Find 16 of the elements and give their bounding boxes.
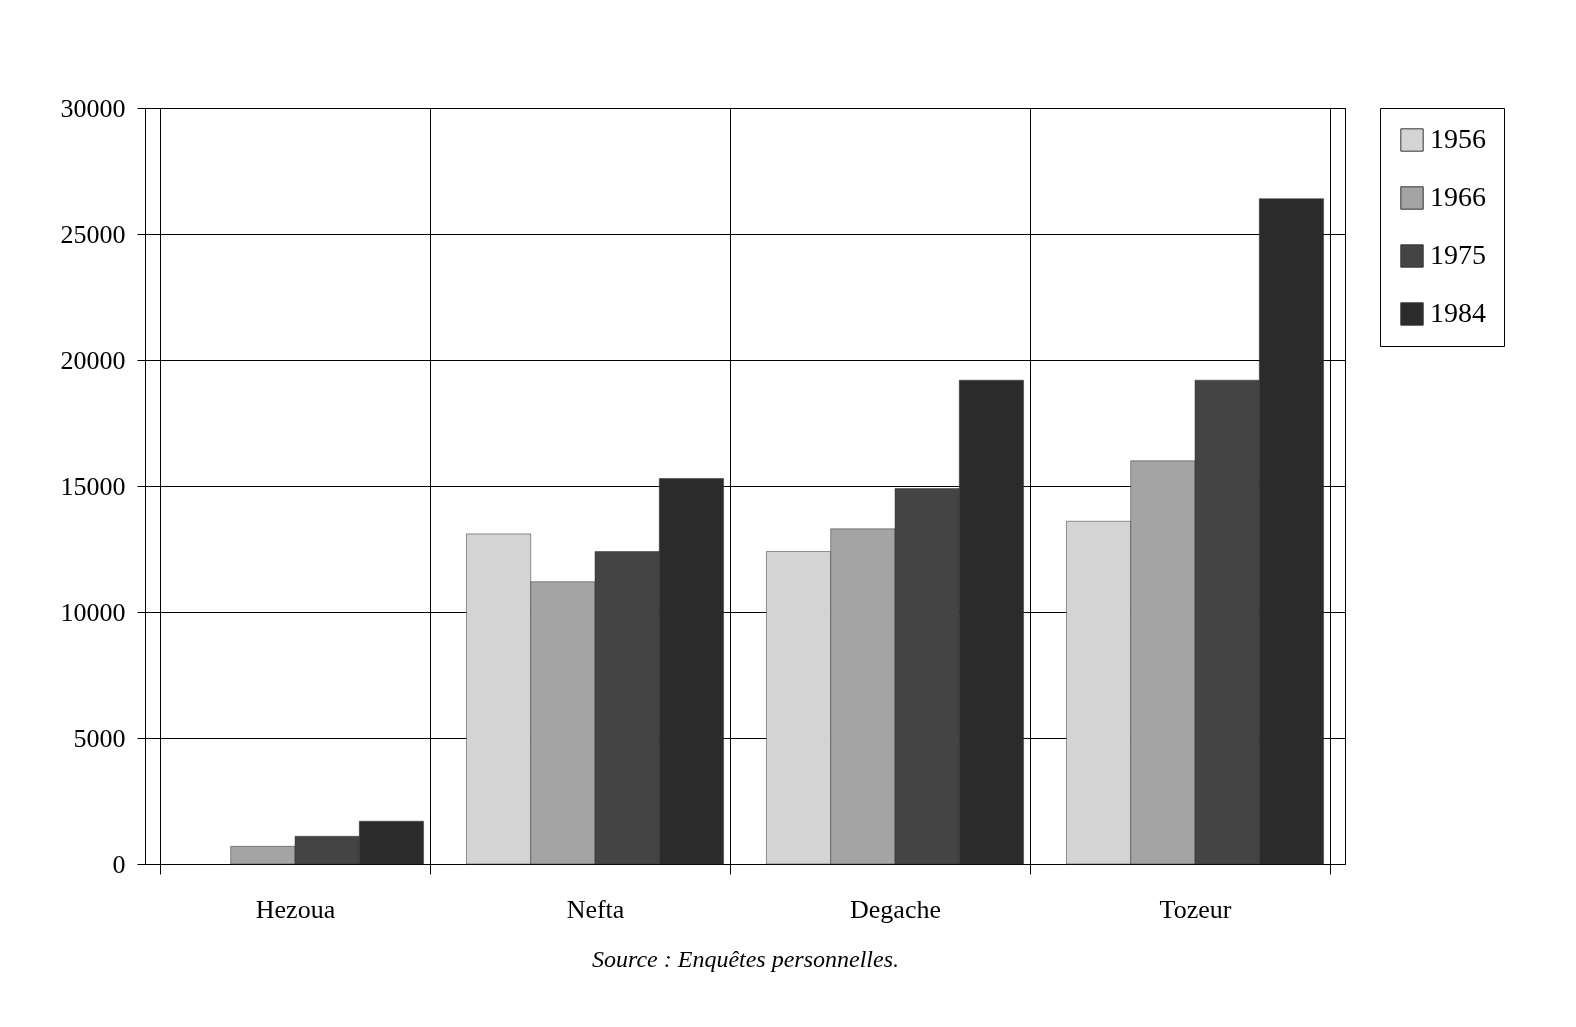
legend-label: 1956 xyxy=(1430,123,1486,154)
y-tick-label: 15000 xyxy=(60,471,126,501)
y-tick-label: 5000 xyxy=(73,723,126,753)
y-tick-label: 30000 xyxy=(60,93,126,123)
x-tick-label: Degache xyxy=(850,894,941,924)
y-tick-label: 0 xyxy=(112,849,126,879)
y-tick-label: 20000 xyxy=(60,345,126,375)
legend-label: 1975 xyxy=(1430,239,1486,270)
legend-label: 1984 xyxy=(1430,297,1486,328)
y-tick-label: 25000 xyxy=(60,219,126,249)
x-tick-label: Nefta xyxy=(566,894,625,924)
source-note: Source : Enquêtes personnelles. xyxy=(591,945,900,972)
x-tick-label: Hezoua xyxy=(255,894,336,924)
legend-label: 1966 xyxy=(1430,181,1486,212)
x-tick-label: Tozeur xyxy=(1159,894,1232,924)
y-tick-label: 10000 xyxy=(60,597,126,627)
